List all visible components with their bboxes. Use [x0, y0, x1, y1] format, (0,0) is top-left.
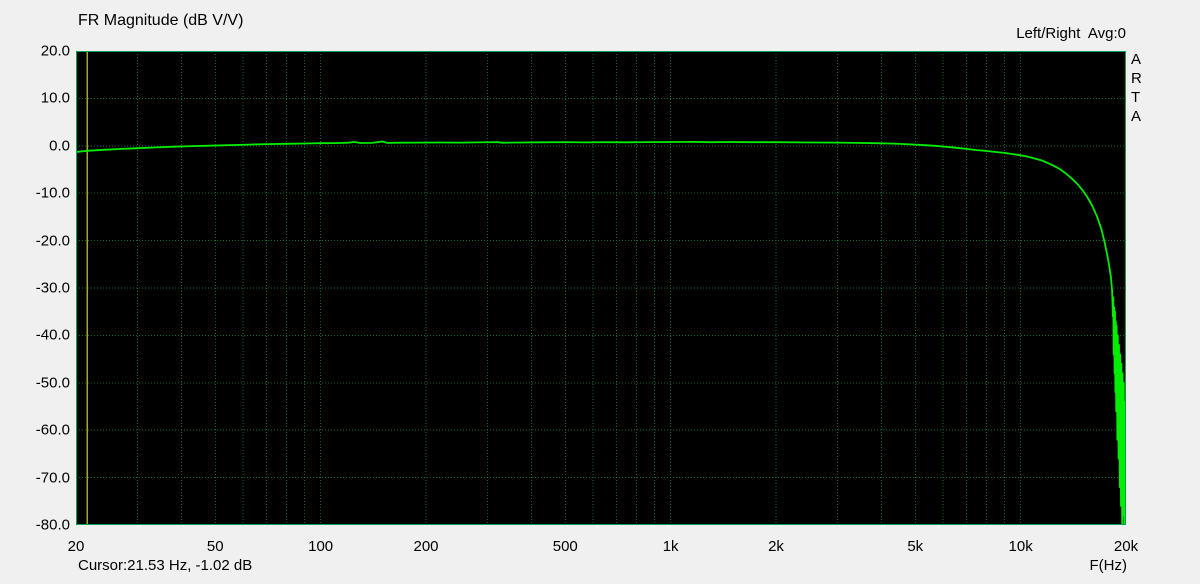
y-tick-label: -10.0	[35, 184, 70, 202]
y-tick-label: -50.0	[35, 374, 70, 392]
x-tick-label: 200	[413, 538, 439, 555]
y-tick-label: 10.0	[40, 89, 70, 107]
arta-watermark-letter: T	[1131, 89, 1141, 106]
x-tick-label: 2k	[768, 538, 784, 555]
arta-watermark-letter: R	[1131, 70, 1142, 87]
arta-watermark-letter: A	[1131, 51, 1142, 68]
plot-area[interactable]	[76, 51, 1126, 525]
x-tick-label: 1k	[662, 538, 679, 555]
y-tick-label: -30.0	[35, 279, 70, 297]
x-tick-label: 20k	[1113, 538, 1139, 555]
y-tick-label: -70.0	[35, 469, 70, 487]
y-tick-label: -40.0	[35, 326, 70, 344]
x-tick-label: 500	[552, 538, 578, 555]
y-tick-label: -20.0	[35, 232, 70, 250]
x-tick-label: 100	[308, 538, 334, 555]
y-tick-label: -60.0	[35, 421, 70, 439]
y-tick-label: 0.0	[49, 137, 70, 155]
channel-info-label: Left/Right Avg:0	[1016, 25, 1126, 42]
chart-title: FR Magnitude (dB V/V)	[78, 12, 244, 29]
x-tick-label: 20	[67, 538, 85, 555]
arta-watermark-letter: A	[1131, 108, 1142, 125]
y-tick-label: -80.0	[35, 516, 70, 534]
x-tick-label: 50	[206, 538, 224, 555]
x-axis-unit-label: F(Hz)	[1089, 557, 1128, 574]
y-tick-label: 20.0	[40, 42, 70, 60]
fr-curve	[76, 140, 1126, 525]
x-tick-label: 5k	[907, 538, 924, 555]
cursor-readout: Cursor:21.53 Hz, -1.02 dB	[78, 557, 253, 574]
x-tick-label: 10k	[1008, 538, 1033, 555]
plot-border	[76, 51, 1126, 525]
